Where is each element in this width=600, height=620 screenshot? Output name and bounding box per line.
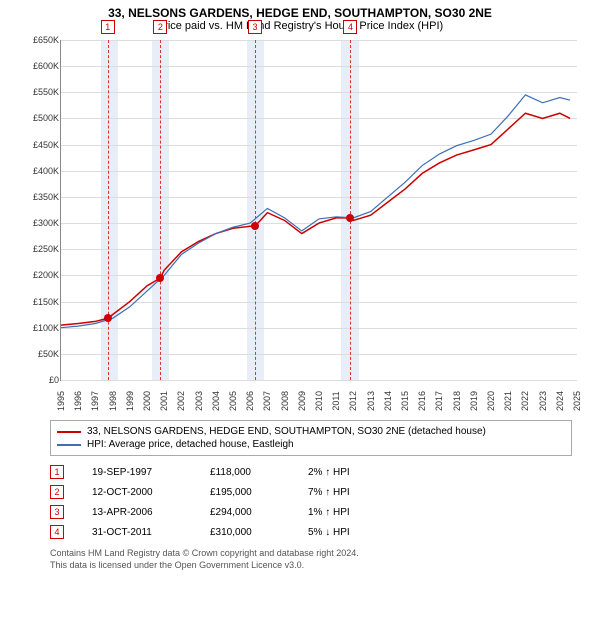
transaction-price: 12-OCT-2000 [92,487,182,498]
legend-row: 33, NELSONS GARDENS, HEDGE END, SOUTHAMP… [57,425,565,438]
transaction-index: 4 [50,525,64,539]
transaction-marker: 3 [248,20,262,34]
x-tick-label: 2016 [417,391,427,411]
x-tick-label: 1995 [56,391,66,411]
x-tick-label: 2012 [348,391,358,411]
transaction-marker: 4 [343,20,357,34]
x-tick-label: 2018 [452,391,462,411]
y-gridline [61,380,577,381]
transaction-marker: 1 [101,20,115,34]
y-tick-label: £600K [27,61,59,71]
series-hpi [61,95,570,328]
y-tick-label: £300K [27,218,59,228]
x-tick-label: 2017 [434,391,444,411]
transaction-row: 119-SEP-1997£118,0002% ↑ HPI [50,462,572,482]
x-tick-label: 2024 [555,391,565,411]
chart-area: £0 £50K £100K £150K £200K £250K £300K £350K £400… [28,36,588,416]
x-tick-label: 2006 [245,391,255,411]
x-tick-label: 1997 [90,391,100,411]
footer-attribution: Contains HM Land Registry data © Crown c… [50,548,572,571]
x-tick-label: 2022 [520,391,530,411]
transaction-table: 119-SEP-1997£118,0002% ↑ HPI212-OCT-2000… [50,462,572,542]
transaction-index: 2 [50,485,64,499]
transaction-price: 19-SEP-1997 [92,467,182,478]
plot-region: £0£50K£100K£150K£200K£250K£300K£350K£400… [60,40,577,381]
y-tick-label: £350K [27,192,59,202]
transaction-dot [104,314,112,322]
transaction-dot [251,222,259,230]
x-tick-label: 2009 [297,391,307,411]
x-tick-label: 2008 [280,391,290,411]
y-tick-label: £650K [27,35,59,45]
x-tick-label: 2002 [176,391,186,411]
transaction-vs-hpi: 2% ↑ HPI [308,467,398,478]
y-tick-label: £50K [27,349,59,359]
transaction-vs-hpi: 1% ↑ HPI [308,507,398,518]
series-property [61,113,570,325]
legend-swatch [57,444,81,446]
x-tick-label: 2013 [366,391,376,411]
transaction-dot [156,274,164,282]
y-tick-label: £250K [27,244,59,254]
chart-subtitle: Price paid vs. HM Land Registry's House … [0,20,600,36]
x-tick-label: 2004 [211,391,221,411]
x-tick-label: 2023 [538,391,548,411]
x-tick-label: 2019 [469,391,479,411]
transaction-row: 313-APR-2006£294,0001% ↑ HPI [50,502,572,522]
transaction-price: 13-APR-2006 [92,507,182,518]
y-tick-label: £0 [27,375,59,385]
x-tick-label: 2000 [142,391,152,411]
x-tick-label: 1996 [73,391,83,411]
transaction-row: 212-OCT-2000£195,0007% ↑ HPI [50,482,572,502]
legend-swatch [57,431,81,433]
line-layer [61,40,577,380]
x-tick-label: 2025 [572,391,582,411]
x-tick-label: 2015 [400,391,410,411]
transaction-index: 3 [50,505,64,519]
legend-label: 33, NELSONS GARDENS, HEDGE END, SOUTHAMP… [87,426,486,437]
x-tick-label: 2021 [503,391,513,411]
x-tick-label: 2001 [159,391,169,411]
x-tick-label: 1998 [108,391,118,411]
legend: 33, NELSONS GARDENS, HEDGE END, SOUTHAMP… [50,420,572,456]
chart-title: 33, NELSONS GARDENS, HEDGE END, SOUTHAMP… [0,0,600,20]
transaction-vs-hpi: 7% ↑ HPI [308,487,398,498]
x-tick-label: 2007 [262,391,272,411]
y-tick-label: £400K [27,166,59,176]
y-tick-label: £550K [27,87,59,97]
x-tick-label: 2003 [194,391,204,411]
legend-row: HPI: Average price, detached house, East… [57,438,565,451]
transaction-index: 1 [50,465,64,479]
transaction-vs-hpi: 5% ↓ HPI [308,527,398,538]
footer-line: This data is licensed under the Open Gov… [50,560,572,572]
transaction-marker: 2 [153,20,167,34]
x-tick-label: 2010 [314,391,324,411]
legend-label: HPI: Average price, detached house, East… [87,439,294,450]
x-tick-label: 2014 [383,391,393,411]
transaction-dot [346,214,354,222]
x-tick-label: 1999 [125,391,135,411]
transaction-price: 31-OCT-2011 [92,527,182,538]
x-tick-label: 2020 [486,391,496,411]
y-tick-label: £100K [27,323,59,333]
y-tick-label: £200K [27,270,59,280]
y-tick-label: £450K [27,140,59,150]
x-tick-label: 2005 [228,391,238,411]
y-tick-label: £500K [27,113,59,123]
footer-line: Contains HM Land Registry data © Crown c… [50,548,572,560]
y-tick-label: £150K [27,297,59,307]
x-tick-label: 2011 [331,391,341,410]
transaction-row: 431-OCT-2011£310,0005% ↓ HPI [50,522,572,542]
